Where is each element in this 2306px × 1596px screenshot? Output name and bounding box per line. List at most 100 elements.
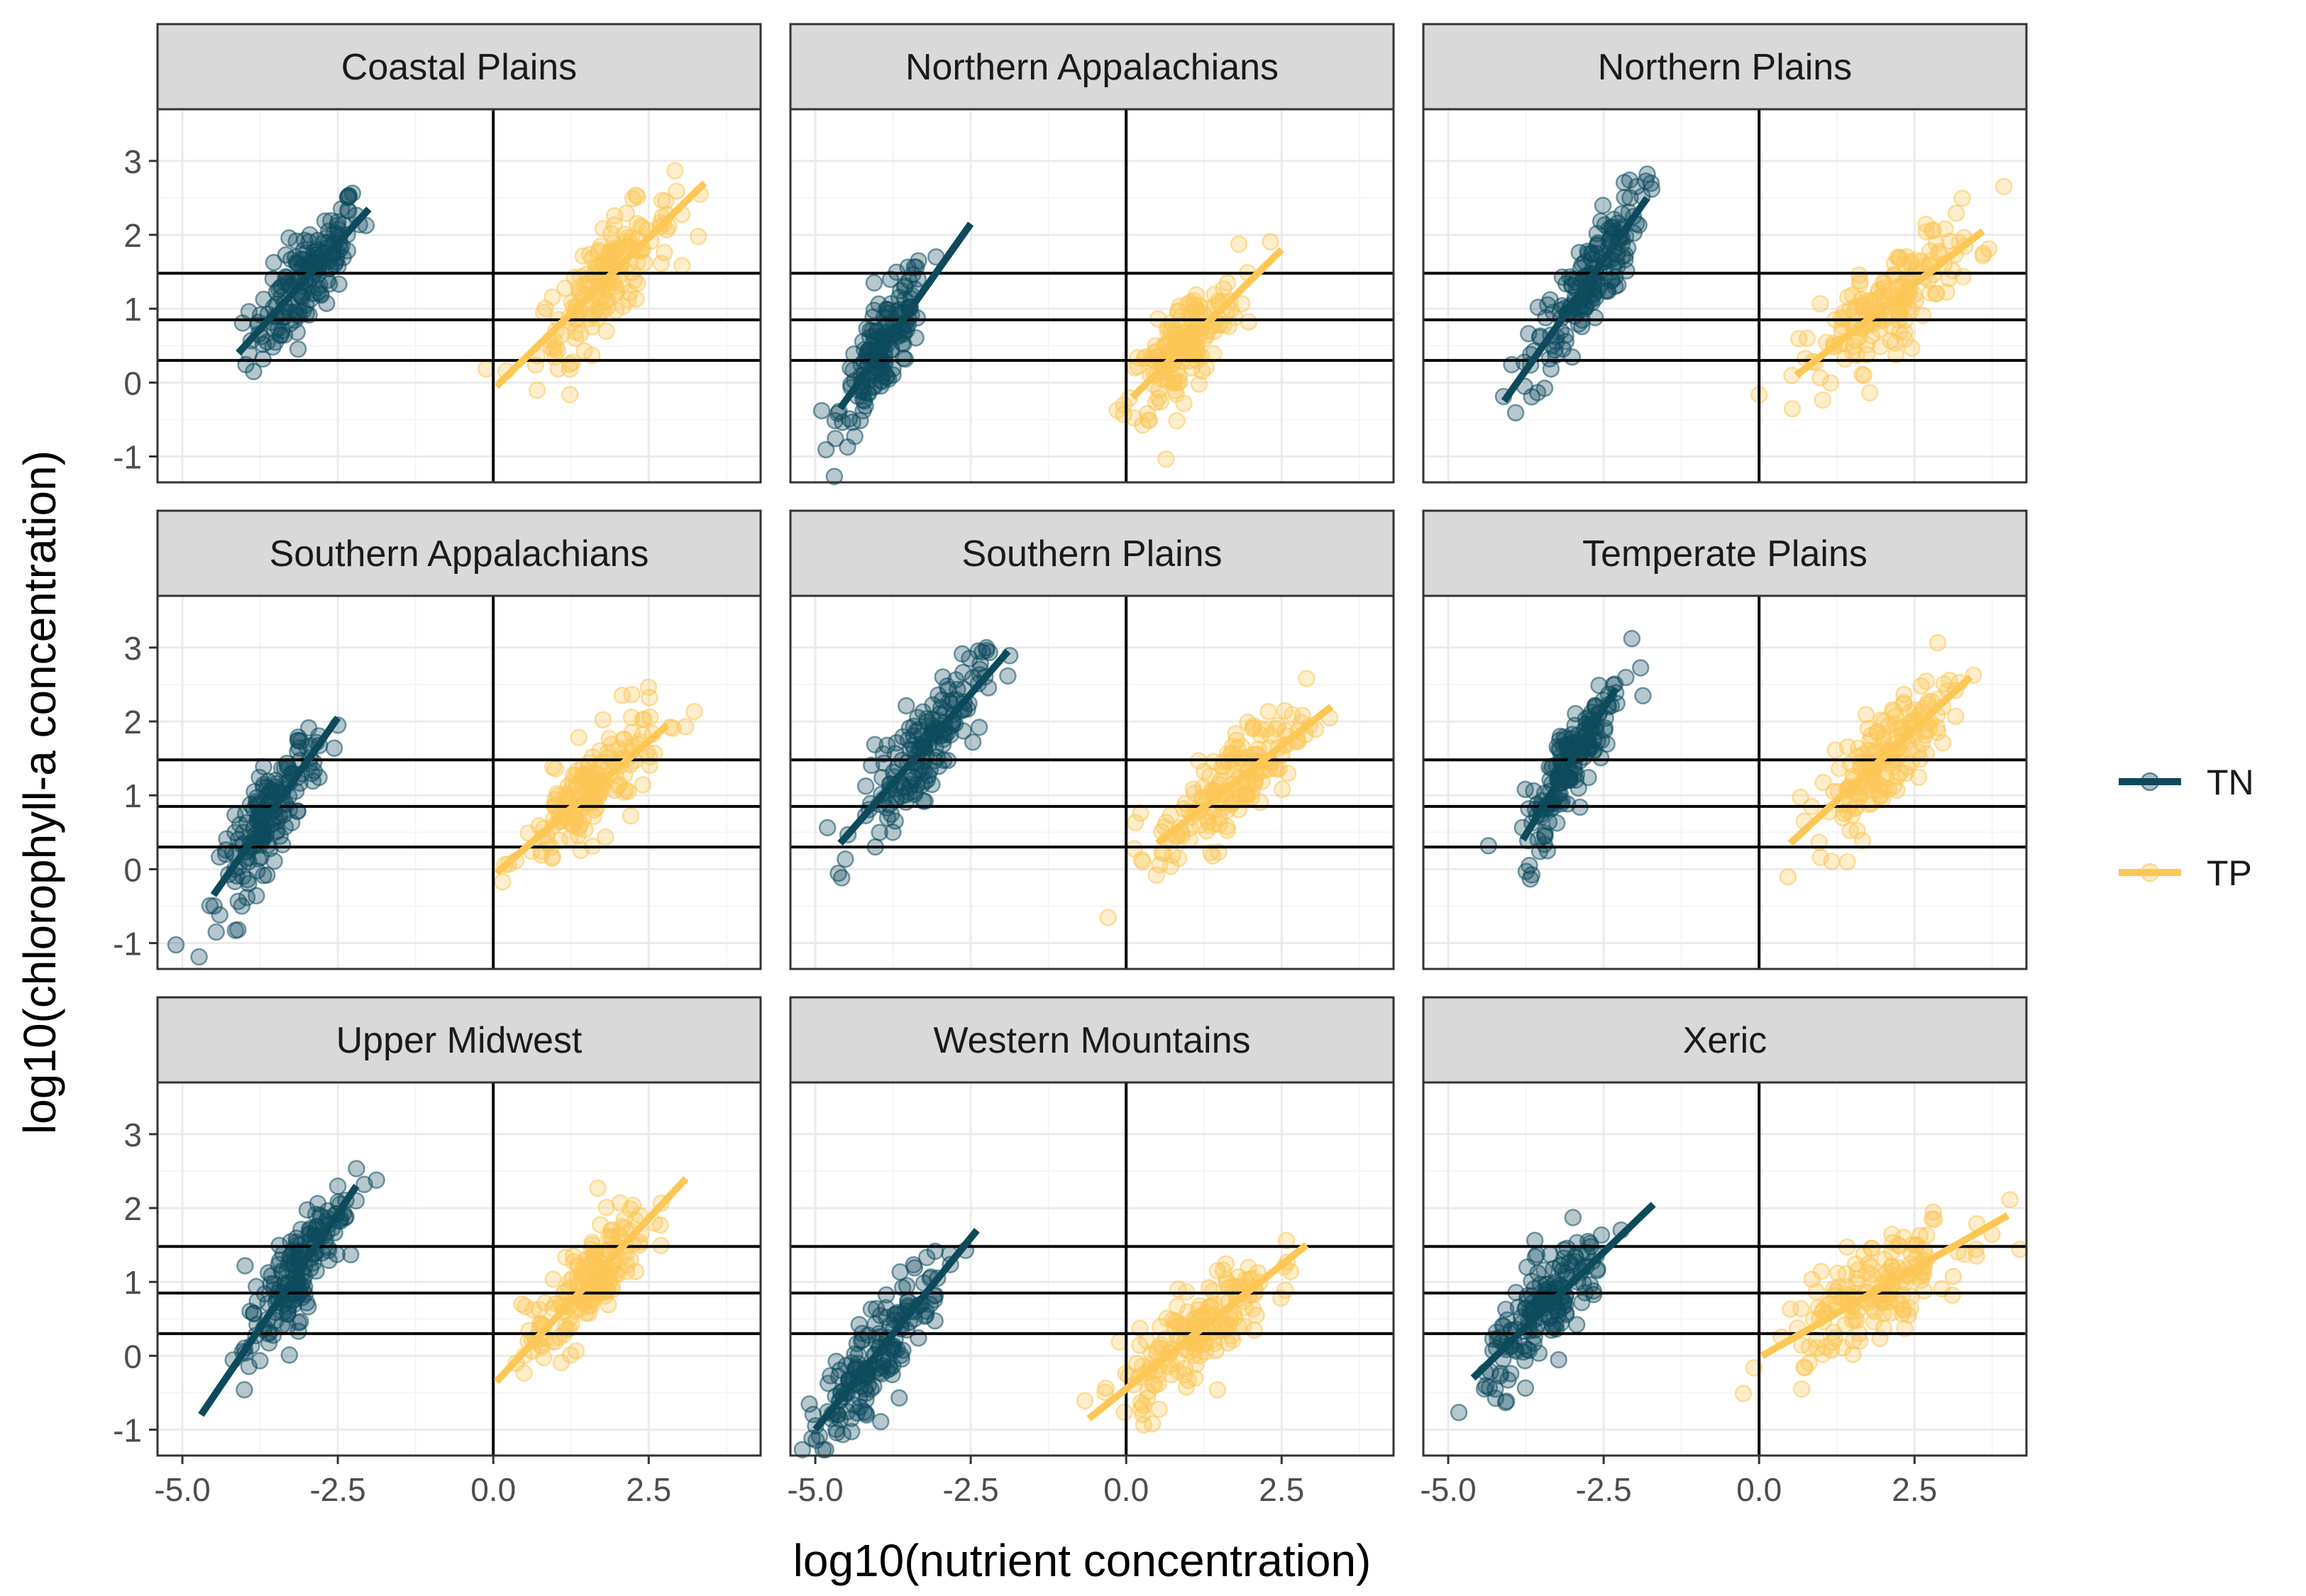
tn-point <box>800 1395 818 1413</box>
tp-point <box>1911 1226 1929 1244</box>
y-tick-label: 0 <box>123 1338 142 1375</box>
facet-panel: Xeric -5.0 -2.5 0.0 2.5 <box>1420 996 2029 1508</box>
tp-point <box>1252 726 1270 744</box>
tp-point <box>1944 1268 1963 1285</box>
tp-point <box>1850 275 1869 293</box>
tn-point <box>890 1389 908 1407</box>
x-tick-label: -5.0 <box>154 1471 210 1508</box>
tn-point <box>1496 1300 1515 1319</box>
tp-point <box>1814 773 1832 792</box>
tp-point <box>1171 297 1188 316</box>
tn-point <box>1520 325 1538 343</box>
tn-point <box>842 1423 861 1441</box>
tp-point <box>1792 788 1809 807</box>
tp-point <box>1846 303 1864 321</box>
facet-panel: Southern Appalachians -1 0 1 2 3 <box>113 509 762 970</box>
tp-point <box>1187 1309 1206 1327</box>
tp-point <box>1844 1346 1862 1363</box>
tp-point <box>1230 235 1248 253</box>
tp-point <box>622 807 640 825</box>
tn-point <box>167 936 185 954</box>
tp-point <box>1891 248 1909 267</box>
tn-point <box>828 1424 846 1442</box>
tn-point <box>1591 276 1609 294</box>
tp-point <box>666 162 684 180</box>
tp-point <box>1924 221 1942 239</box>
tp-point <box>1947 204 1965 222</box>
tp-point <box>1779 868 1797 886</box>
tp-point <box>617 204 636 223</box>
facet-title: Northern Plains <box>1598 47 1852 88</box>
x-tick-label: -2.5 <box>942 1471 998 1508</box>
tn-point <box>280 1346 299 1364</box>
tn-point <box>807 1431 825 1449</box>
tp-point <box>544 758 562 776</box>
tn-point <box>1553 1261 1572 1280</box>
tp-point <box>1953 189 1971 207</box>
tn-point <box>311 285 330 303</box>
facet-panel: Western Mountains -5.0 -2.5 0.0 2.5 <box>787 996 1395 1508</box>
y-tick-label: -1 <box>113 1412 142 1449</box>
tn-point <box>875 754 893 772</box>
tp-point <box>1917 672 1936 690</box>
tp-point <box>668 182 685 200</box>
tn-point <box>833 869 851 887</box>
tn-point <box>233 314 252 332</box>
tp-point <box>1099 909 1117 926</box>
facet-title: Coastal Plains <box>341 47 577 88</box>
tn-point <box>1567 1316 1586 1334</box>
tn-point <box>1634 687 1652 705</box>
tn-point <box>236 1257 254 1275</box>
tn-point <box>338 188 357 206</box>
tp-point <box>1909 768 1928 787</box>
tn-point <box>294 289 311 306</box>
tn-point <box>310 768 328 787</box>
facet-strip <box>156 509 762 597</box>
tp-point <box>1259 702 1278 721</box>
tn-point <box>277 267 294 286</box>
facet-panel: Northern Plains <box>1422 23 2028 484</box>
tn-point <box>1506 404 1525 422</box>
tn-point <box>1570 243 1589 262</box>
tn-point <box>970 719 988 736</box>
tp-point <box>621 233 639 252</box>
tn-point <box>368 1171 385 1189</box>
legend-key-point <box>2140 863 2160 882</box>
tn-point <box>999 667 1017 685</box>
tp-point <box>1894 1229 1912 1246</box>
y-tick-label: 1 <box>123 777 142 814</box>
tp-point <box>1207 1341 1225 1360</box>
tp-point <box>1853 365 1871 383</box>
tp-point <box>572 841 590 859</box>
tp-point <box>597 828 614 846</box>
tn-point <box>265 253 283 272</box>
facet-panel: Southern Plains <box>789 509 1395 970</box>
tn-point <box>859 384 878 403</box>
tp-point <box>1168 412 1186 430</box>
y-tick-label: 0 <box>123 851 142 888</box>
tp-point <box>1865 1313 1883 1331</box>
tp-point <box>1187 286 1206 304</box>
tp-point <box>1115 405 1132 423</box>
tp-point <box>1821 374 1840 392</box>
tn-point <box>1538 1275 1557 1293</box>
y-tick-label: 1 <box>123 291 142 328</box>
tn-point <box>934 668 952 686</box>
facet-title: Southern Appalachians <box>270 533 649 575</box>
tp-point <box>1184 780 1202 798</box>
tp-point <box>605 216 624 234</box>
tn-point <box>289 743 307 760</box>
facet-strip <box>1422 23 2028 111</box>
y-tick-label: 3 <box>123 1116 142 1153</box>
tp-point <box>1232 748 1249 767</box>
data-points <box>1494 165 2013 422</box>
tp-point <box>1901 255 1919 273</box>
tn-point <box>325 739 343 757</box>
x-tick-label: -2.5 <box>1575 1471 1631 1508</box>
tp-point <box>1215 279 1232 298</box>
tp-point <box>2001 1191 2019 1209</box>
facet-title: Northern Appalachians <box>905 47 1279 88</box>
tn-point <box>1521 856 1538 875</box>
tp-point <box>597 322 615 340</box>
tp-point <box>1187 1356 1205 1374</box>
